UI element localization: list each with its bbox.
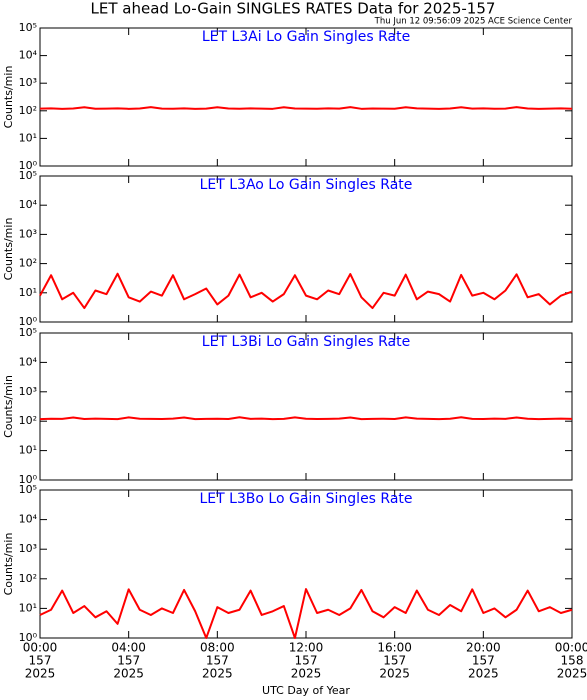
x-tick-label: 00:00 (555, 641, 587, 655)
y-tick-label: 10² (19, 104, 37, 117)
y-tick-label: 10⁵ (19, 21, 37, 34)
x-tick-label: 2025 (113, 667, 144, 681)
panel-title: LET L3Bi Lo Gain Singles Rate (202, 334, 410, 350)
y-tick-label: 10¹ (19, 131, 37, 144)
x-tick-label: 157 (383, 654, 406, 668)
y-axis-label: Counts/min (2, 533, 15, 596)
panel-title: LET L3Ai Lo Gain Singles Rate (202, 29, 410, 45)
y-tick-label: 10⁰ (19, 159, 38, 172)
x-tick-label: 158 (561, 654, 584, 668)
x-tick-label: 2025 (25, 667, 56, 681)
x-tick-label: 08:00 (200, 641, 235, 655)
data-line (39, 588, 573, 639)
y-tick-label: 10² (19, 257, 37, 270)
y-axis-label: Counts/min (2, 375, 15, 438)
panel-title: LET L3Bo Lo Gain Singles Rate (199, 491, 412, 507)
y-tick-label: 10⁵ (19, 483, 37, 496)
y-tick-label: 10⁴ (19, 355, 38, 368)
page-title: LET ahead Lo-Gain SINGLES RATES Data for… (91, 0, 496, 18)
data-line (39, 106, 573, 110)
x-tick-label: 157 (117, 654, 140, 668)
y-tick-label: 10⁵ (19, 326, 37, 339)
x-tick-label: 12:00 (289, 641, 324, 655)
y-tick-label: 10¹ (19, 601, 37, 614)
y-tick-label: 10³ (19, 76, 37, 89)
y-axis-label: Counts/min (2, 66, 15, 129)
y-tick-label: 10⁰ (19, 315, 38, 328)
x-tick-label: 157 (472, 654, 495, 668)
x-tick-label: 20:00 (466, 641, 501, 655)
panel-frame (39, 27, 573, 167)
data-line (39, 272, 573, 310)
y-tick-label: 10⁴ (19, 49, 38, 62)
x-tick-label: 2025 (202, 667, 233, 681)
y-tick-label: 10⁵ (19, 169, 37, 182)
x-tick-label: 2025 (468, 667, 499, 681)
data-line (39, 416, 573, 421)
y-tick-label: 10⁰ (19, 631, 38, 644)
x-axis-label: UTC Day of Year (262, 684, 350, 697)
x-tick-label: 2025 (291, 667, 322, 681)
y-axis-label: Counts/min (2, 218, 15, 281)
y-tick-label: 10¹ (19, 444, 37, 457)
y-tick-label: 10⁴ (19, 513, 38, 526)
y-tick-label: 10³ (19, 227, 37, 240)
y-tick-label: 10² (19, 572, 37, 585)
y-tick-label: 10³ (19, 385, 37, 398)
x-tick-label: 04:00 (111, 641, 146, 655)
x-tick-label: 2025 (379, 667, 410, 681)
panel-title: LET L3Ao Lo Gain Singles Rate (200, 177, 413, 193)
x-tick-label: 157 (295, 654, 318, 668)
y-tick-label: 10² (19, 414, 37, 427)
y-tick-label: 10³ (19, 542, 37, 555)
y-tick-label: 10¹ (19, 286, 37, 299)
timestamp: Thu Jun 12 09:56:09 2025 ACE Science Cen… (374, 17, 573, 27)
panel-frame (39, 332, 573, 481)
x-tick-label: 157 (206, 654, 229, 668)
x-tick-label: 157 (29, 654, 52, 668)
panel-frame (39, 175, 573, 323)
x-tick-label: 2025 (557, 667, 587, 681)
x-tick-label: 00:00 (23, 641, 58, 655)
x-tick-label: 16:00 (377, 641, 412, 655)
y-tick-label: 10⁴ (19, 198, 38, 211)
y-tick-label: 10⁰ (19, 473, 38, 486)
